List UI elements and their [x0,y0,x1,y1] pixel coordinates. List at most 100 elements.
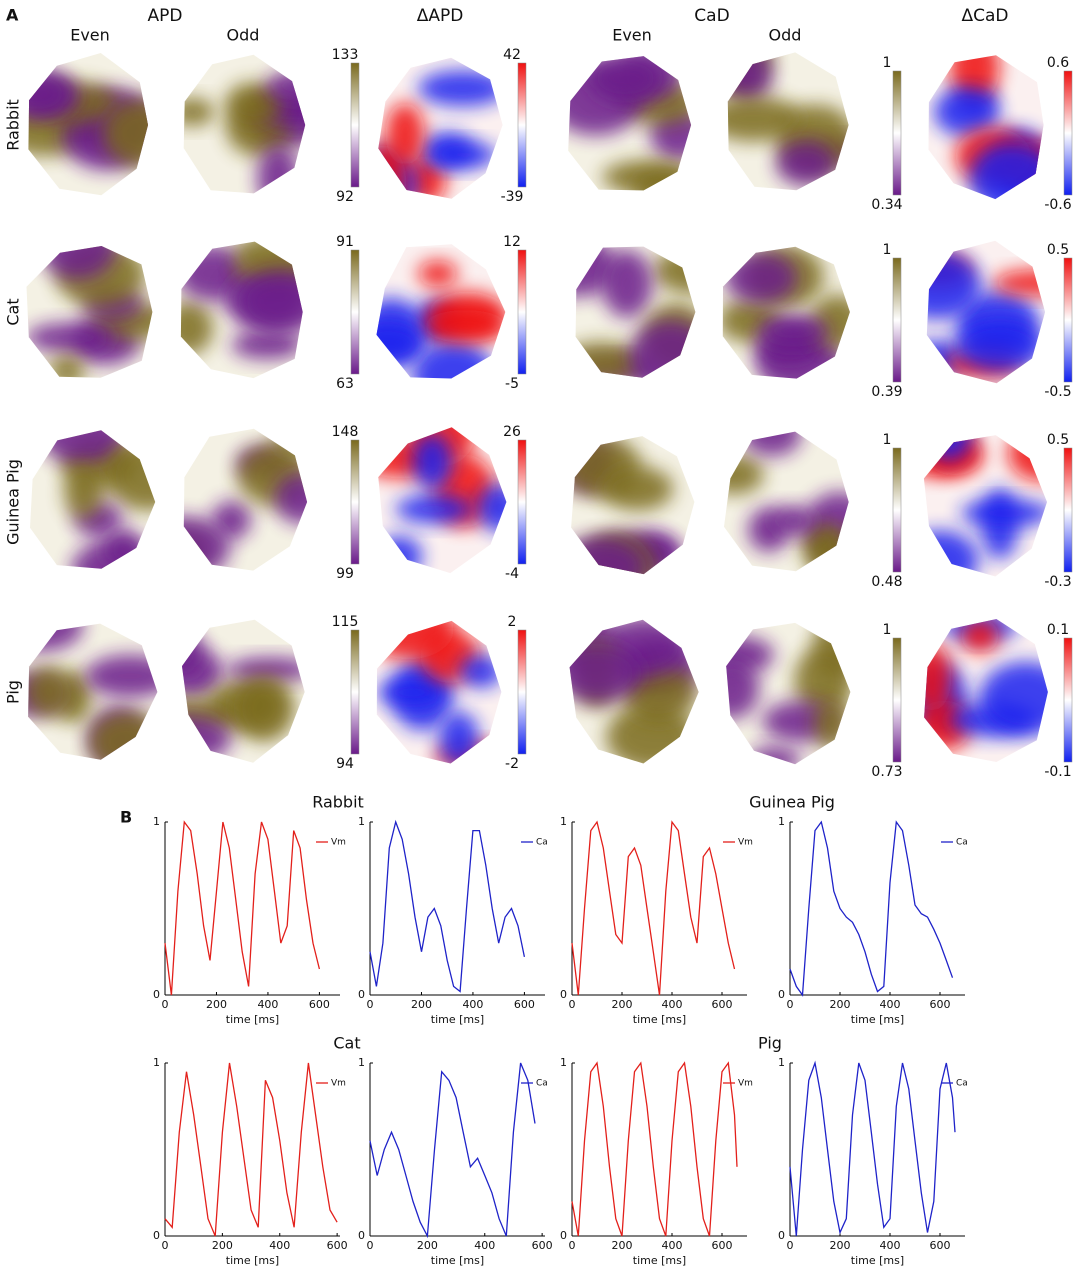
map-patch [477,483,507,532]
heat-map [569,619,699,764]
heat-map [376,620,502,764]
x-tick-label: 0 [787,998,794,1011]
map-patch [724,454,764,495]
colorbar [892,70,902,196]
map-patch [64,466,104,519]
map-patch [727,96,803,142]
map-patch [924,642,952,712]
sub-title: Even [612,26,652,45]
colorbar [350,62,360,188]
map-patch [632,170,692,191]
map-patch [376,320,426,367]
x-tick-label: 400 [662,998,683,1011]
map-patch [813,699,850,750]
map-patch [748,746,801,765]
group-title: APD [148,6,183,26]
x-tick-label: 200 [830,998,851,1011]
legend-label: Ca [956,1079,968,1089]
heat-map [378,57,503,199]
map-patch [587,56,664,104]
colorbar [517,62,527,188]
x-tick-label: 400 [880,1239,901,1252]
x-tick-label: 0 [367,1239,374,1252]
map-patch [926,435,972,462]
colorbar [517,249,527,375]
heat-map [926,240,1046,384]
y-tick-label: 1 [778,815,785,828]
map-patch [376,620,455,660]
x-tick-label: 400 [257,998,278,1011]
colorbar-max: 0.5 [1047,432,1069,448]
colorbar [1063,257,1073,383]
map-patch [257,145,300,194]
map-patch [225,82,282,126]
colorbar [1063,70,1073,196]
y-tick-label: 0 [153,988,160,1001]
group-title: ΔAPD [417,6,464,26]
legend-label: Vm [331,838,346,848]
panel-label: A [6,6,19,25]
x-tick-label: 600 [532,1239,553,1252]
colorbar-min: -0.5 [1044,384,1071,400]
map-patch [926,250,982,320]
y-tick-label: 1 [560,1056,567,1069]
map-patch [933,87,1000,137]
colorbar-min: 0.48 [871,574,902,590]
y-tick-label: 0 [560,1229,567,1242]
map-patch [724,251,798,304]
map-patch [378,677,447,708]
heat-map [30,430,156,569]
group-title: ΔCaD [961,6,1008,26]
x-tick-label: 0 [162,998,169,1011]
heat-map [28,53,148,196]
x-tick-label: 0 [162,1239,169,1252]
colorbar-max: 1 [883,432,892,448]
heat-map [726,622,851,765]
map-patch [231,330,303,360]
colorbar-max: 1 [883,242,892,258]
x-axis-label: time [ms] [633,1254,686,1267]
sub-title: Odd [769,26,802,45]
map-patch [955,318,1045,372]
legend-label: Vm [738,838,753,848]
x-tick-label: 400 [462,998,483,1011]
group-title: CaD [694,6,729,26]
x-tick-label: 400 [474,1239,495,1252]
map-patch [775,140,836,186]
map-patch [601,249,653,318]
map-patch [438,711,479,764]
map-patch [949,55,1000,103]
row-label: Guinea Pig [4,459,23,545]
x-axis-label: time [ms] [431,1013,484,1026]
map-patch [274,429,308,456]
map-patch [418,70,503,107]
y-tick-label: 1 [358,815,365,828]
map-patch [183,516,231,571]
row-label: Pig [4,680,23,704]
heat-map [182,619,305,763]
map-patch [38,246,117,280]
trace [369,1062,536,1239]
map-patch [183,98,215,126]
trace [571,820,736,996]
x-tick-label: 200 [212,1239,233,1252]
map-patch [569,643,643,703]
colorbar-max: 42 [503,47,521,63]
x-tick-label: 600 [712,998,733,1011]
colorbar-min: 92 [336,189,354,205]
map-patch [226,657,305,682]
y-tick-label: 1 [153,815,160,828]
colorbar-min: -0.1 [1044,764,1071,780]
heat-map [183,54,306,194]
map-patch [758,314,829,348]
sub-title: Even [70,26,110,45]
x-tick-label: 200 [612,998,633,1011]
map-patch [28,623,84,652]
colorbar-min: 99 [336,566,354,582]
colorbar-max: 12 [503,234,521,250]
map-patch [180,301,214,355]
map-patch [969,142,1044,200]
map-patch [26,322,115,353]
colorbar-max: 91 [336,234,354,250]
